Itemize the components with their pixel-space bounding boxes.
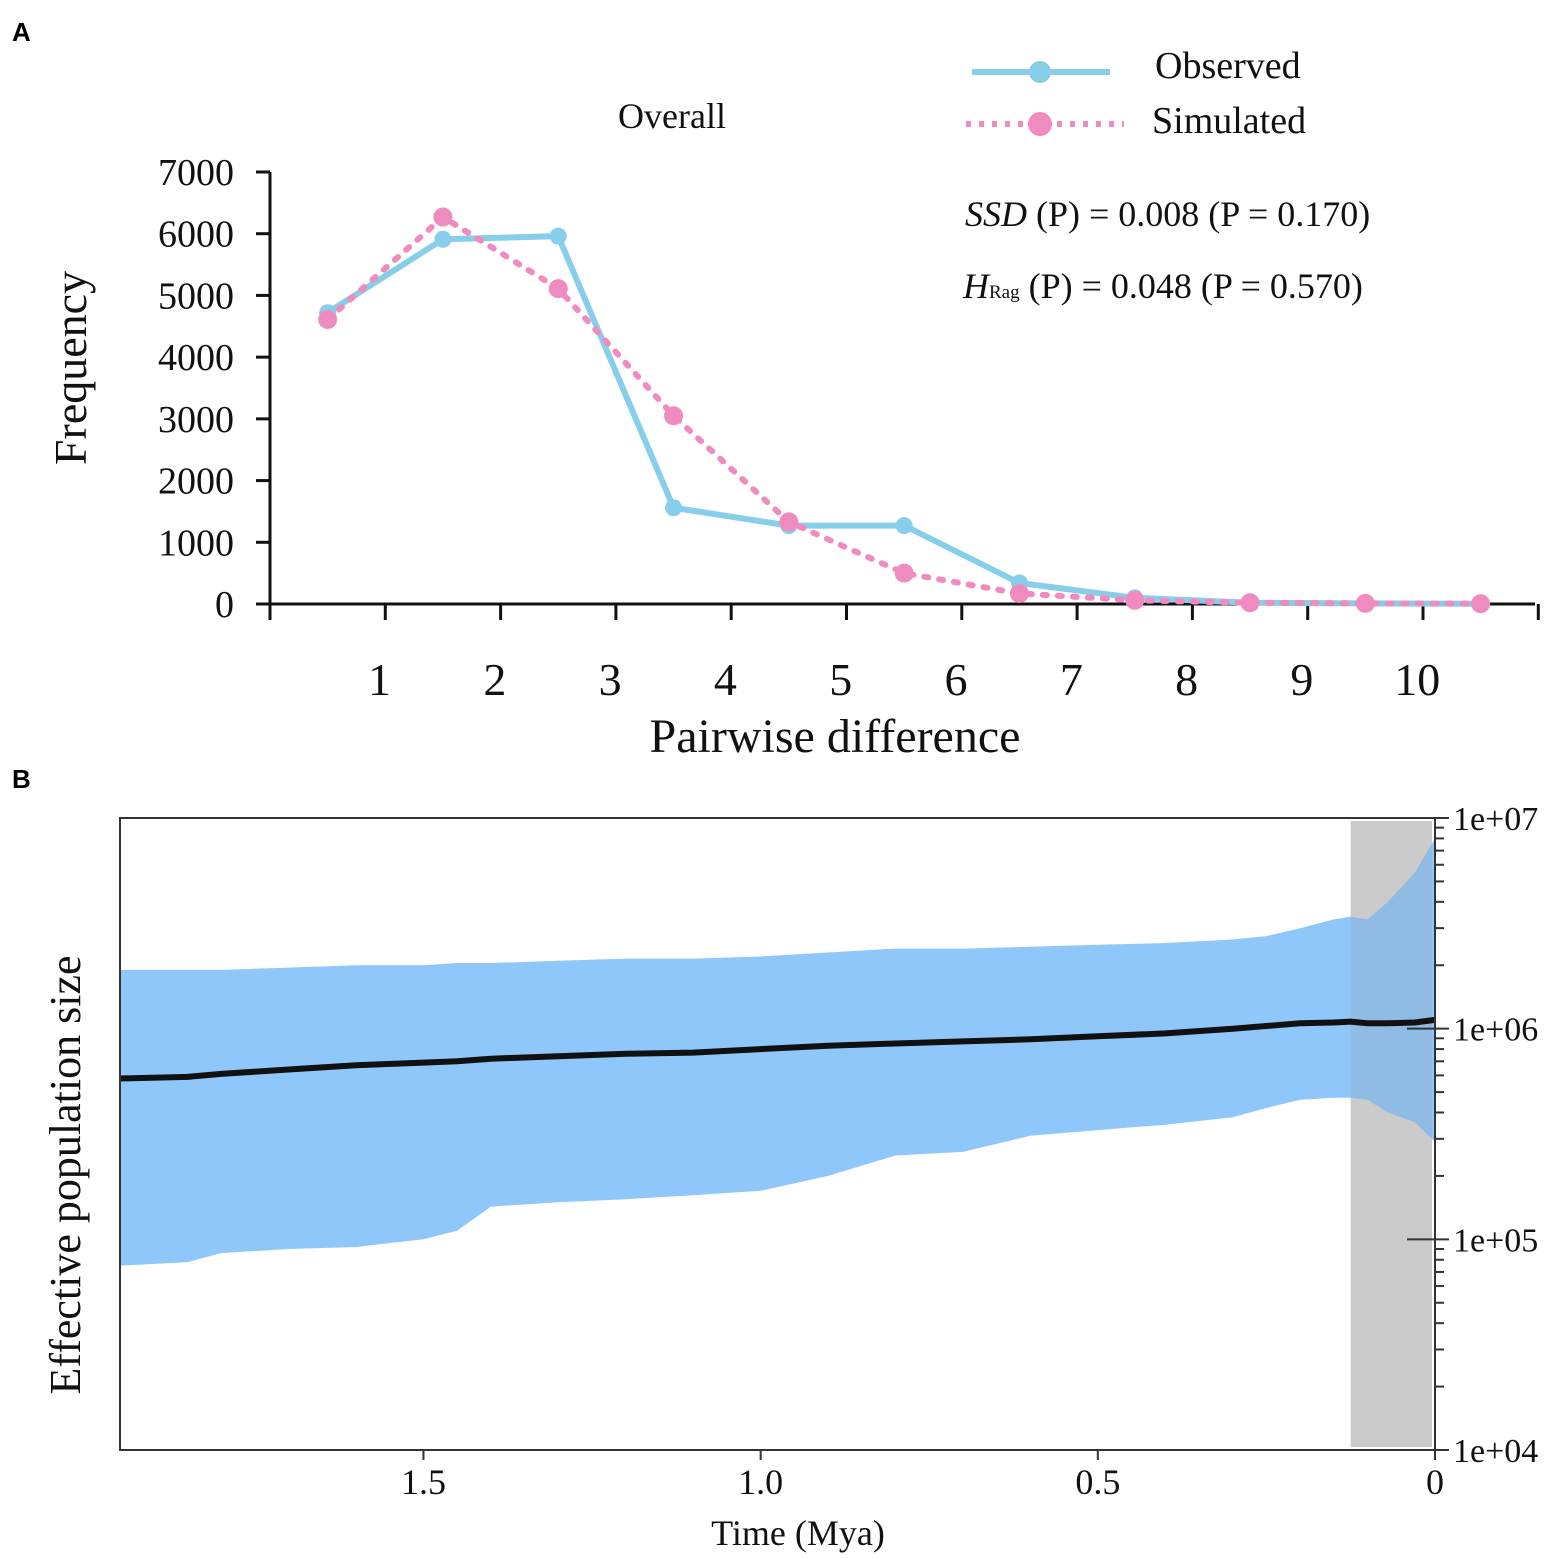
chart-a-ytick-label: 7000 [158,152,234,194]
chart-b-ylabel: Effective population size [41,955,90,1394]
chart-a-xtick-label: 3 [599,654,622,705]
observed-point [665,499,683,517]
simulated-point [1125,590,1145,610]
chart-a-title: Overall [618,96,726,136]
chart-a-ytick-label: 2000 [158,461,234,503]
chart-b-plot [119,821,1436,1447]
chart-a-xtick-label: 1 [368,654,391,705]
legend-observed-label: Observed [1155,45,1301,87]
chart-b-ytick-label: 1e+04 [1453,1433,1538,1470]
annotation-hrag: HRag (P) = 0.048 (P = 0.570) [962,266,1363,306]
legend-simulated-marker [1028,112,1052,136]
simulated-point [664,406,684,426]
chart-b-axes: 1.5 1.0 0.5 01e+04 1e+05 1e+06 1e+07 [401,801,1538,1502]
simulated-line [324,214,1484,607]
hpd-interval-band [120,838,1435,1266]
simulated-point [1471,594,1491,614]
recent-time-overlay [1350,821,1432,1447]
chart-a-xtick-label: 6 [945,654,968,705]
panel-b-chart: Effective population size Time (Mya) 1.5… [41,801,1538,1553]
chart-a-xlabel: Pairwise difference [650,710,1021,763]
panel-label-a: A [12,17,31,47]
chart-a-legend: Observed Simulated [966,45,1306,142]
chart-b-xtick-label: 0.5 [1075,1462,1120,1502]
chart-b-xlabel: Time (Mya) [711,1513,885,1553]
chart-b-xtick-label: 1.0 [738,1462,783,1502]
simulated-point [1240,593,1260,613]
chart-a-ytick-label: 5000 [158,275,234,317]
chart-a-ytick-label: 3000 [158,399,234,441]
observed-point [434,230,452,248]
panel-a-chart: Overall Frequency Pairwise difference Ob… [45,45,1540,763]
simulated-point [548,279,568,299]
chart-a-ytick-label: 1000 [158,522,234,564]
simulated-point [433,207,453,227]
chart-a-axes: 0 1000 2000 3000 4000 5000 6000 7000 1 2 3 4 5 6 7 8 9 10 [158,152,1540,705]
annotation-hrag-name: H [962,266,991,306]
chart-a-ytick-label: 0 [215,584,234,626]
chart-a-series [318,207,1491,614]
chart-b-xtick-label: 1.5 [401,1462,446,1502]
observed-point [895,517,913,535]
annotation-hrag-value: (P) = 0.048 (P = 0.570) [1020,266,1363,306]
chart-a-xtick-label: 5 [829,654,852,705]
chart-a-xtick-label: 9 [1290,654,1313,705]
simulated-point [894,563,914,583]
chart-a-ytick-label: 4000 [158,337,234,379]
simulated-point [1355,593,1375,613]
panel-label-b: B [12,764,31,794]
annotation-hrag-subscript: Rag [989,282,1020,303]
chart-b-ytick-label: 1e+05 [1453,1222,1538,1259]
chart-a-xtick-label: 7 [1060,654,1083,705]
chart-a-xtick-label: 8 [1175,654,1198,705]
chart-a-xtick-label: 2 [483,654,506,705]
annotation-ssd: SSD (P) = 0.008 (P = 0.170) [965,194,1370,234]
chart-b-ytick-label: 1e+07 [1453,801,1538,838]
simulated-point [318,309,338,329]
observed-point [549,227,567,245]
annotation-ssd-value: (P) = 0.008 (P = 0.170) [1027,194,1370,234]
simulated-point [779,512,799,532]
legend-observed-marker [1029,61,1051,83]
legend-simulated-label: Simulated [1152,100,1306,142]
simulated-point [1009,584,1029,604]
chart-a-xtick-label: 4 [714,654,737,705]
chart-a-ylabel: Frequency [45,271,96,465]
chart-b-ytick-label: 1e+06 [1453,1012,1538,1049]
chart-a-xtick-label: 10 [1394,654,1440,705]
annotation-ssd-name: SSD [965,194,1027,234]
chart-a-ytick-label: 6000 [158,214,234,256]
median-population-line [119,1016,1436,1082]
chart-b-xtick-label: 0 [1426,1462,1444,1502]
